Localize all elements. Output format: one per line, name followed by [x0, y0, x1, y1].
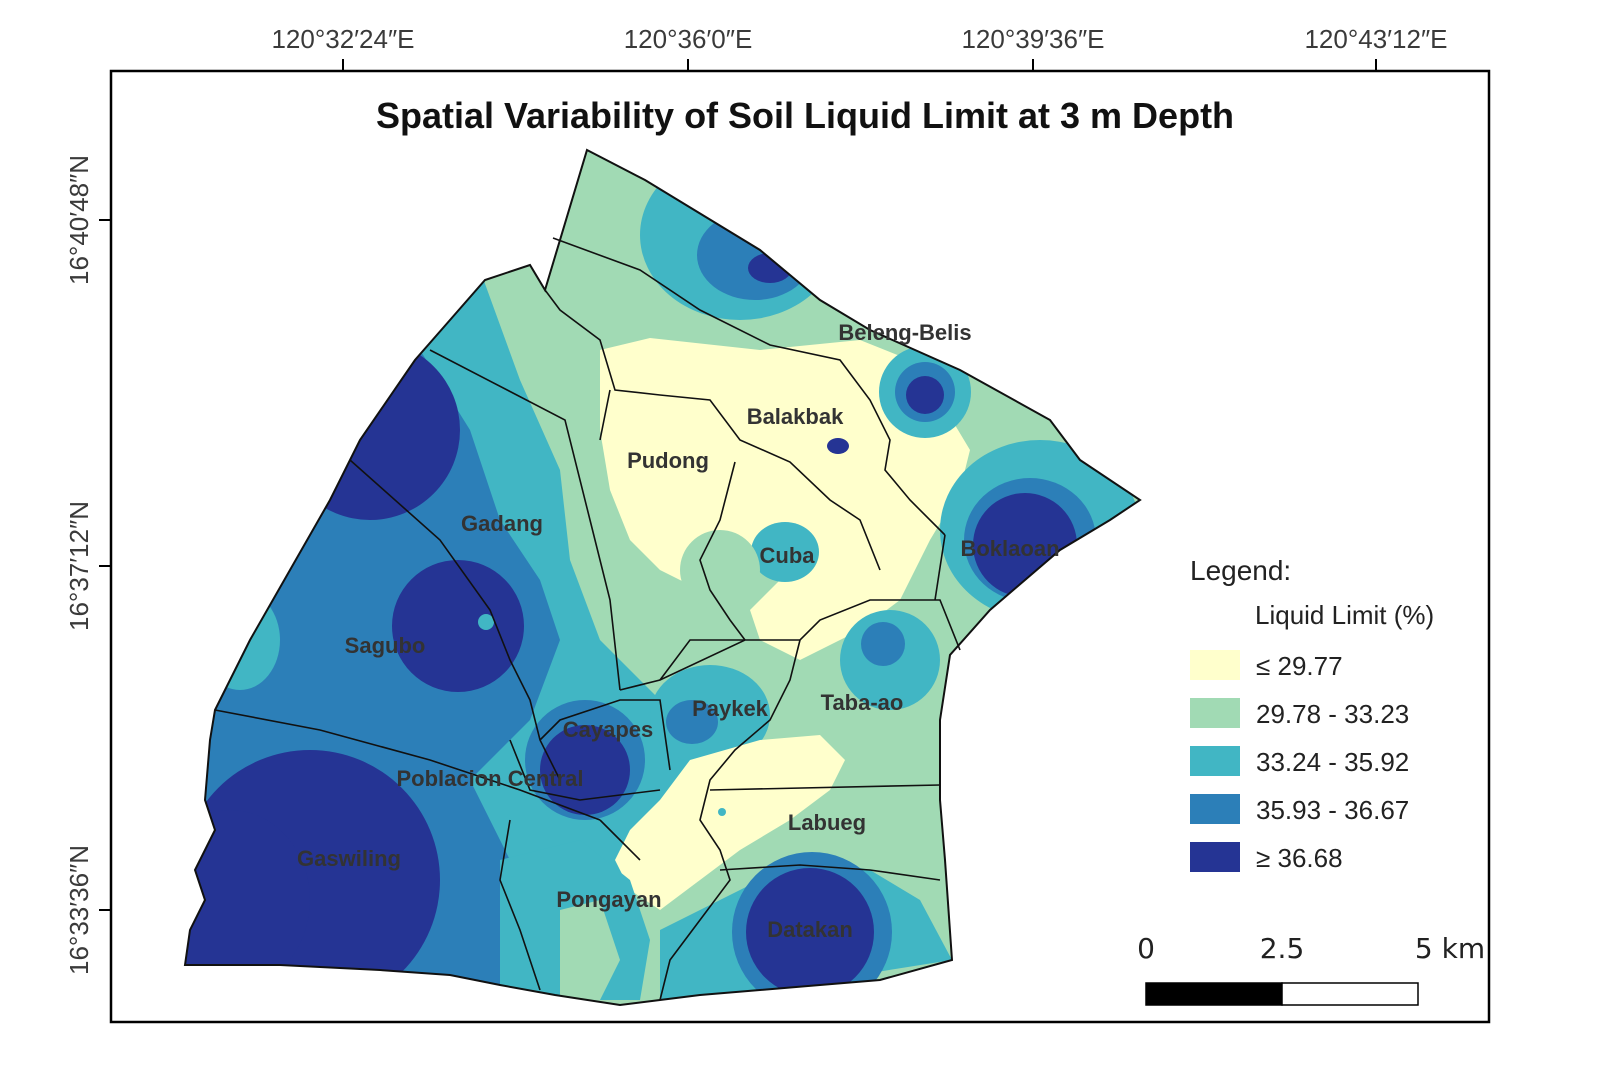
- longitude-label: 120°39′36″E: [961, 24, 1104, 54]
- legend: Legend: Liquid Limit (%) ≤ 29.77 29.78 - …: [1190, 555, 1434, 873]
- legend-label: 29.78 - 33.23: [1256, 699, 1409, 729]
- place-label: Gaswiling: [297, 846, 401, 871]
- place-label: Paykek: [692, 696, 769, 721]
- place-label: Beleng-Belis: [838, 320, 971, 345]
- place-label: Labueg: [788, 810, 866, 835]
- longitude-ticks: [342, 59, 1377, 71]
- place-label: Cuba: [760, 543, 816, 568]
- place-label: Poblacion Central: [396, 766, 583, 791]
- scale-bar-white: [1281, 982, 1419, 1006]
- scale-label: 5 km: [1415, 932, 1485, 965]
- legend-subheading: Liquid Limit (%): [1255, 600, 1434, 630]
- place-label: Pongayan: [556, 887, 661, 912]
- latitude-label: 16°37′12″N: [64, 501, 94, 631]
- place-label: Balakbak: [747, 404, 844, 429]
- legend-swatch: [1190, 698, 1240, 728]
- place-label: Cayapes: [563, 717, 654, 742]
- longitude-label: 120°32′24″E: [271, 24, 414, 54]
- longitude-label: 120°43′12″E: [1304, 24, 1447, 54]
- scale-bar: 0 2.5 5 km: [1137, 932, 1485, 1006]
- latitude-label: 16°40′48″N: [64, 155, 94, 285]
- legend-label: ≤ 29.77: [1256, 651, 1343, 681]
- latitude-ticks: [99, 219, 111, 911]
- place-label: Datakan: [767, 917, 853, 942]
- legend-label: ≥ 36.68: [1256, 843, 1343, 873]
- place-label: Boklaoan: [960, 536, 1059, 561]
- barangay-boundaries: [214, 237, 961, 1001]
- study-area-outline: [183, 148, 1142, 1007]
- legend-swatch: [1190, 842, 1240, 872]
- latitude-label: 16°33′36″N: [64, 845, 94, 975]
- legend-label: 33.24 - 35.92: [1256, 747, 1409, 777]
- legend-swatch: [1190, 650, 1240, 680]
- place-label: Gadang: [461, 511, 543, 536]
- legend-label: 35.93 - 36.67: [1256, 795, 1409, 825]
- legend-swatch: [1190, 746, 1240, 776]
- place-label: Pudong: [627, 448, 709, 473]
- scale-label: 0: [1137, 932, 1155, 965]
- place-label: Taba-ao: [821, 690, 904, 715]
- legend-swatch: [1190, 794, 1240, 824]
- map-title: Spatial Variability of Soil Liquid Limit…: [376, 95, 1234, 136]
- scale-bar-black: [1145, 982, 1283, 1006]
- longitude-label: 120°36′0″E: [624, 24, 753, 54]
- legend-heading: Legend:: [1190, 555, 1291, 586]
- place-label: Sagubo: [345, 633, 426, 658]
- scale-label: 2.5: [1260, 932, 1305, 965]
